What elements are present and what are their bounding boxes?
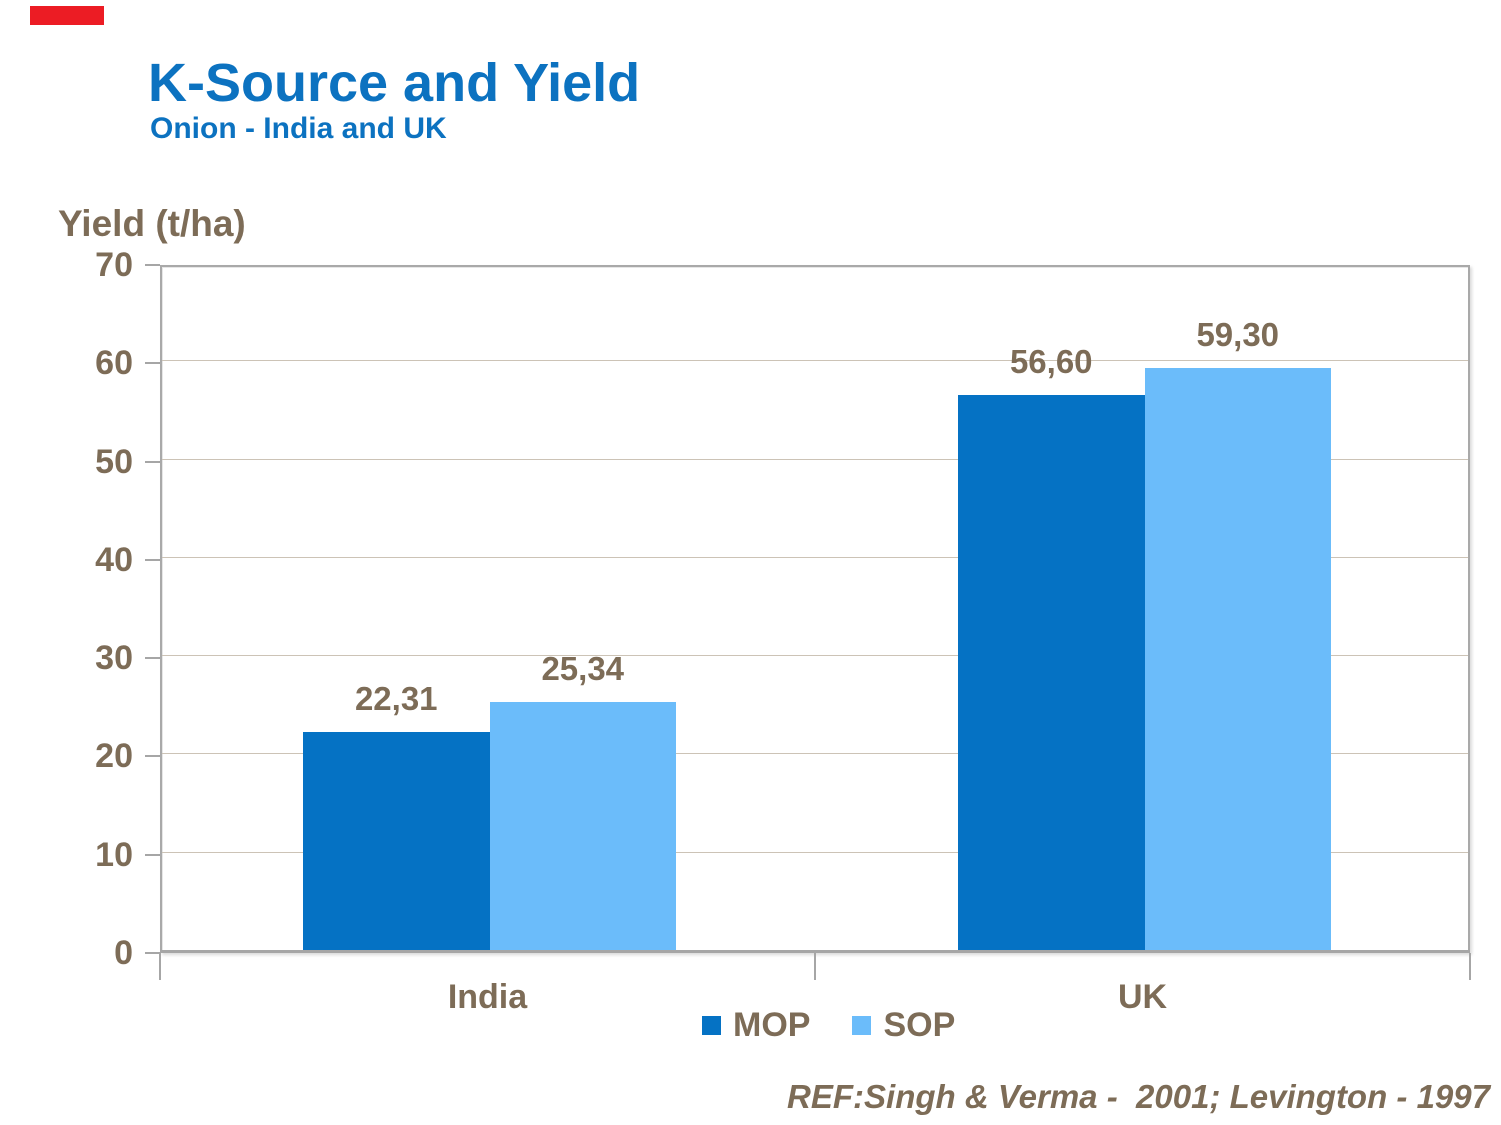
y-tick-mark-40 — [145, 558, 160, 561]
data-label-sop-uk: 59,30 — [1196, 316, 1280, 354]
y-tick-label-40: 40 — [95, 540, 133, 579]
y-tick-mark-50 — [145, 460, 160, 463]
y-tick-label-0: 0 — [114, 934, 133, 972]
chart-title: K-Source and Yield — [148, 53, 641, 113]
gridline-30 — [162, 655, 1468, 657]
legend-item-mop: MOP — [702, 1006, 810, 1045]
red-accent-bar — [30, 6, 104, 25]
x-category-label-uk: UK — [1117, 978, 1168, 1016]
y-tick-mark-60 — [145, 362, 160, 365]
y-tick-mark-0 — [145, 952, 160, 954]
reference-text: REF:Singh & Verma - 2001; Levington - 19… — [787, 1078, 1490, 1115]
chart-subtitle: Onion - India and UK — [150, 112, 447, 145]
data-label-mop-india: 22,31 — [354, 679, 438, 717]
x-tick-mark-0 — [159, 953, 161, 980]
legend-label-sop: SOP — [883, 1006, 956, 1044]
bar-sop-uk — [1144, 368, 1331, 951]
legend-label-mop: MOP — [733, 1006, 811, 1044]
x-tick-mark-2 — [1469, 953, 1471, 980]
gridline-60 — [162, 360, 1468, 362]
y-tick-mark-30 — [145, 657, 160, 660]
bar-sop-india — [489, 701, 676, 951]
legend-swatch-sop — [852, 1016, 872, 1035]
gridline-50 — [162, 458, 1468, 460]
y-tick-label-50: 50 — [95, 442, 133, 481]
data-label-sop-india: 25,34 — [541, 649, 625, 687]
y-tick-label-30: 30 — [95, 639, 133, 678]
gridline-20 — [162, 753, 1468, 755]
legend: MOP SOP — [702, 1006, 955, 1045]
legend-item-sop: SOP — [852, 1006, 955, 1045]
gridline-40 — [162, 556, 1468, 558]
y-tick-label-60: 60 — [95, 344, 133, 383]
y-tick-label-10: 10 — [95, 835, 133, 874]
gridline-10 — [162, 851, 1468, 853]
y-tick-mark-10 — [145, 853, 160, 856]
x-category-label-india: India — [447, 978, 528, 1016]
legend-swatch-mop — [702, 1016, 721, 1035]
y-tick-label-20: 20 — [95, 737, 133, 776]
data-label-mop-uk: 56,60 — [1009, 342, 1093, 380]
bar-mop-india — [303, 731, 490, 951]
y-tick-label-70: 70 — [95, 246, 133, 284]
y-tick-mark-70 — [145, 264, 160, 266]
y-axis-title: Yield (t/ha) — [58, 203, 246, 244]
x-tick-mark-1 — [814, 953, 816, 980]
bar-mop-uk — [958, 394, 1145, 951]
plot-area: 22,31 25,34 56,60 59,30 — [160, 265, 1470, 953]
y-tick-mark-20 — [145, 755, 160, 758]
x-axis-line — [160, 950, 1470, 953]
